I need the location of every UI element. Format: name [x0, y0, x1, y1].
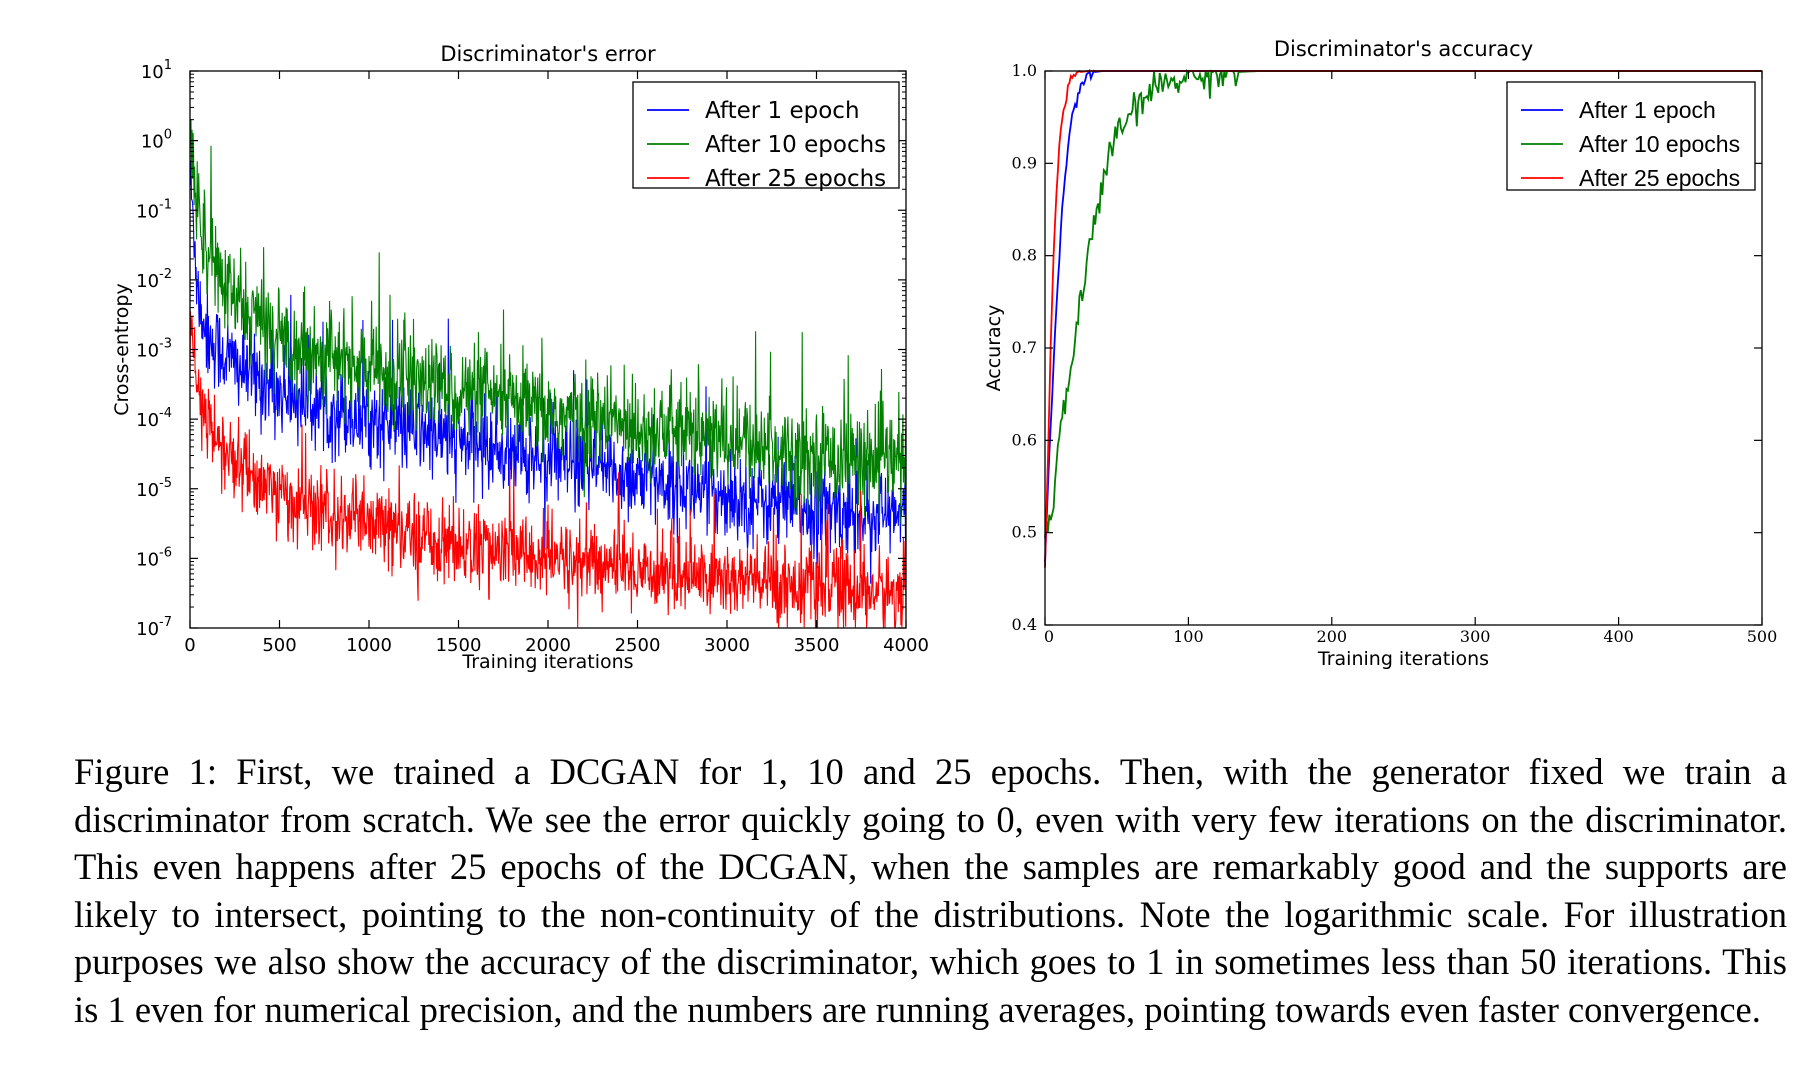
left-x-tick-label-2: 1000 [346, 635, 392, 656]
legend-label-0: After 1 epoch [1579, 97, 1716, 123]
left-y-tick-label-0: 101 [141, 58, 172, 83]
left-x-tick-label-5: 2500 [615, 635, 661, 656]
right-y-tick-label-0: 0.4 [1012, 615, 1037, 634]
right-y-tick-label-3: 0.7 [1012, 338, 1037, 357]
right-y-tick-label-6: 1.0 [1012, 61, 1037, 80]
right-x-tick-label-2: 200 [1317, 627, 1348, 646]
left-x-tick-label-0: 0 [184, 635, 195, 656]
right-y-axis-label: Accuracy [983, 305, 1005, 392]
left-y-tick-label-5: 10-4 [136, 406, 172, 431]
left-x-axis-label: Training iterations [461, 651, 633, 673]
left-y-axis-label: Cross-entropy [111, 283, 133, 415]
left-y-tick-label-7: 10-6 [136, 545, 172, 570]
left-y-tick-label-8: 10-7 [136, 615, 172, 640]
figure-charts: Discriminator's error Training iterations… [111, 37, 1777, 673]
legend-label-1: After 10 epochs [705, 132, 886, 158]
figure-caption: Figure 1: First, we trained a DCGAN for … [74, 751, 1787, 1030]
chart-discriminator-accuracy: Discriminator's accuracy Training iterati… [983, 37, 1777, 670]
left-x-tick-label-6: 3000 [704, 635, 750, 656]
left-y-tick-label-6: 10-5 [136, 476, 172, 501]
left-y-tick-label-3: 10-2 [136, 267, 172, 292]
left-x-tick-label-3: 1500 [436, 635, 482, 656]
left-x-tick-label-7: 3500 [794, 635, 840, 656]
right-x-tick-label-4: 400 [1603, 627, 1634, 646]
right-x-tick-label-0: 0 [1044, 627, 1054, 646]
right-y-tick-label-4: 0.8 [1012, 246, 1037, 265]
left-x-tick-label-4: 2000 [525, 635, 571, 656]
legend-label-0: After 1 epoch [705, 98, 860, 124]
left-series-line-1 [189, 119, 907, 527]
legend-label-1: After 10 epochs [1579, 131, 1740, 157]
right-y-tick-label-5: 0.9 [1012, 153, 1037, 172]
left-y-tick-label-1: 100 [141, 128, 172, 153]
right-y-tick-label-2: 0.6 [1012, 430, 1037, 449]
left-chart-title: Discriminator's error [440, 42, 656, 66]
chart-discriminator-error: Discriminator's error Training iterations… [111, 42, 929, 673]
legend-label-2: After 25 epochs [1579, 165, 1740, 191]
left-series-line-2 [189, 311, 907, 629]
left-y-tick-label-4: 10-3 [136, 337, 172, 362]
legend-box [1506, 81, 1756, 191]
left-x-tick-label-8: 4000 [883, 635, 929, 656]
right-chart-title: Discriminator's accuracy [1274, 37, 1533, 61]
left-x-tick-label-1: 500 [262, 635, 296, 656]
right-y-tick-label-1: 0.5 [1012, 523, 1037, 542]
right-x-tick-label-1: 100 [1173, 627, 1204, 646]
legend-box [632, 81, 900, 189]
right-x-axis-label: Training iterations [1317, 648, 1489, 670]
right-x-tick-label-5: 500 [1747, 627, 1778, 646]
left-y-tick-label-2: 10-1 [136, 197, 172, 222]
right-x-tick-label-3: 300 [1460, 627, 1491, 646]
legend-label-2: After 25 epochs [705, 166, 886, 192]
